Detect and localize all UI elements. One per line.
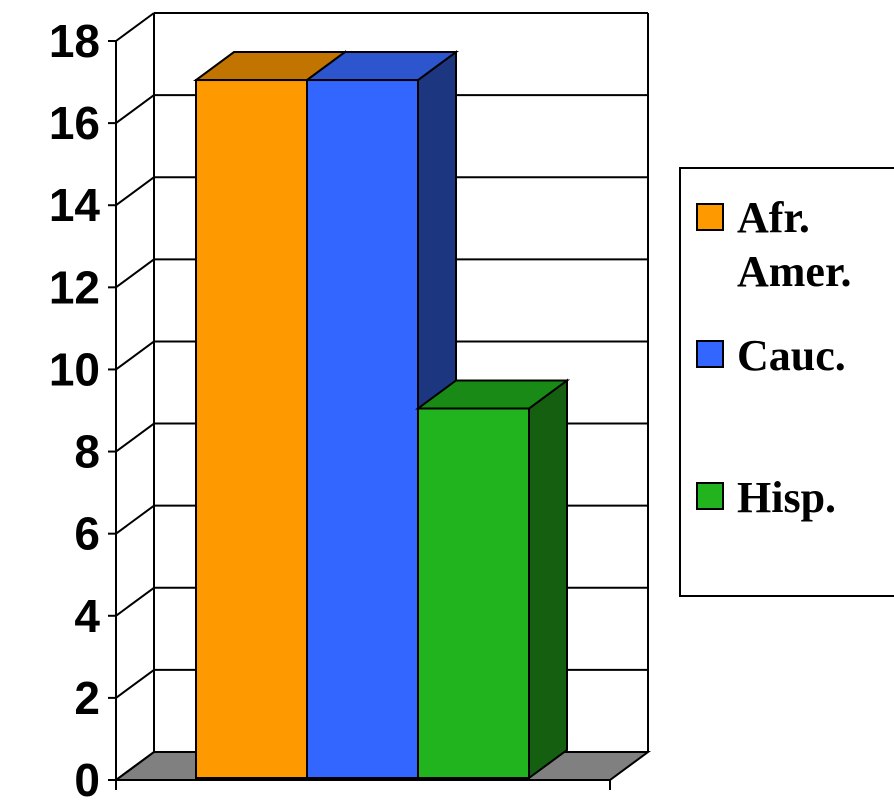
bar-front-face xyxy=(417,407,530,779)
grid-diagonal xyxy=(115,94,155,124)
legend-swatch-afr-amer xyxy=(696,203,724,231)
bar-2 xyxy=(414,378,571,780)
bar-front-face xyxy=(195,79,308,780)
y-tick-label: 18 xyxy=(49,15,100,67)
grid-diagonal xyxy=(115,258,155,289)
y-tick-label: 12 xyxy=(49,261,100,313)
y-tick-label: 14 xyxy=(49,179,101,231)
grid-diagonal xyxy=(115,422,155,453)
y-tick-label: 0 xyxy=(74,754,100,804)
grid-diagonal xyxy=(115,669,155,699)
y-tick-label: 2 xyxy=(74,672,100,724)
grid-diagonal xyxy=(115,504,155,535)
grid-diagonal xyxy=(115,340,155,371)
legend-swatch-hisp xyxy=(696,482,724,510)
legend-label-afr-amer-line1: Afr. xyxy=(737,193,810,242)
y-tick-label: 6 xyxy=(74,508,100,560)
legend-label-cauc: Cauc. xyxy=(737,331,846,380)
legend-swatch-cauc xyxy=(696,340,724,368)
grid-diagonal xyxy=(115,586,155,617)
bars xyxy=(192,50,571,780)
bar-side-face xyxy=(528,378,568,780)
y-tick-label: 16 xyxy=(49,97,100,149)
y-tick-label: 4 xyxy=(74,590,100,642)
legend-box xyxy=(679,167,894,597)
grid-diagonal xyxy=(115,176,155,207)
y-tick-label: 10 xyxy=(49,343,100,395)
y-tick-label: 8 xyxy=(74,426,100,478)
bar-front-face xyxy=(306,79,419,780)
y-axis: 0 2 4 6 8 10 12 14 16 18 xyxy=(49,15,611,804)
grid-diagonal xyxy=(115,751,155,781)
legend-label-afr-amer-line2: Amer. xyxy=(737,247,851,296)
legend: Afr. Amer. Cauc. Hisp. xyxy=(679,167,894,597)
legend-label-hisp: Hisp. xyxy=(737,473,836,522)
grid-diagonal xyxy=(115,12,155,42)
